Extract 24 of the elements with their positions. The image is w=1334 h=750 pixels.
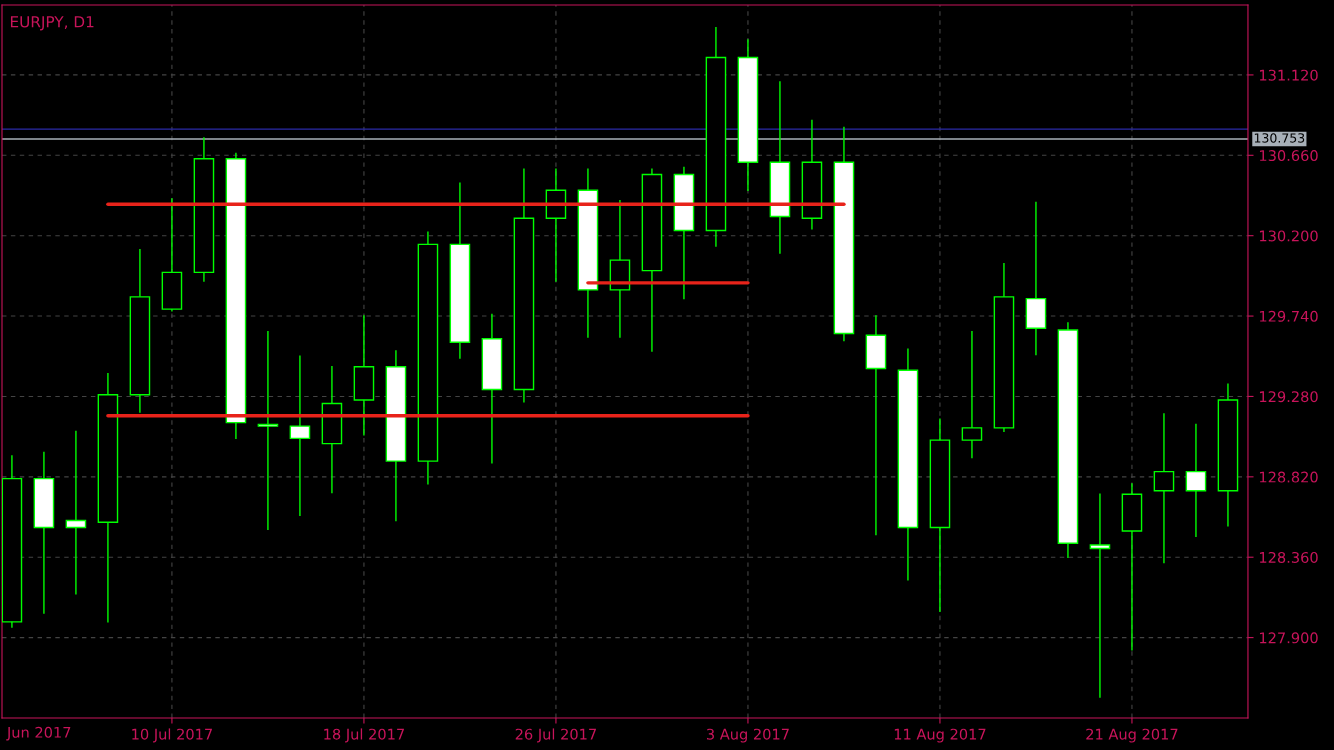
y-tick-label: 129.280 [1259,391,1318,403]
x-tick-label: 11 Aug 2017 [894,728,986,743]
x-tick-label: 18 Jul 2017 [324,728,404,743]
candlestick [257,331,279,530]
x-tick-label: 3 Aug 2017 [706,728,789,743]
y-tick-label: 130.200 [1259,230,1318,242]
y-tick-label: 131.120 [1259,69,1318,81]
ref-line-label: 130.753 [1254,133,1305,143]
candlestick [65,430,87,595]
text: EURJPY, D1 [10,16,94,31]
y-tick-label: 127.900 [1259,632,1318,644]
candlestick [961,331,983,459]
candlestick [289,355,311,516]
candlestick [1185,423,1207,537]
y-tick-label: 130.660 [1259,150,1318,162]
y-tick-label: 128.820 [1259,471,1318,483]
text: Jun 2017 [6,726,71,741]
y-tick-label: 129.740 [1259,310,1318,322]
y-tick-label: 128.360 [1259,551,1318,563]
x-tick-label: 10 Jul 2017 [132,728,212,743]
candlestick [1153,413,1175,564]
candlestick [1089,493,1111,698]
x-tick-label: 26 Jul 2017 [515,728,596,743]
x-tick-label: 21 Aug 2017 [1086,728,1178,743]
